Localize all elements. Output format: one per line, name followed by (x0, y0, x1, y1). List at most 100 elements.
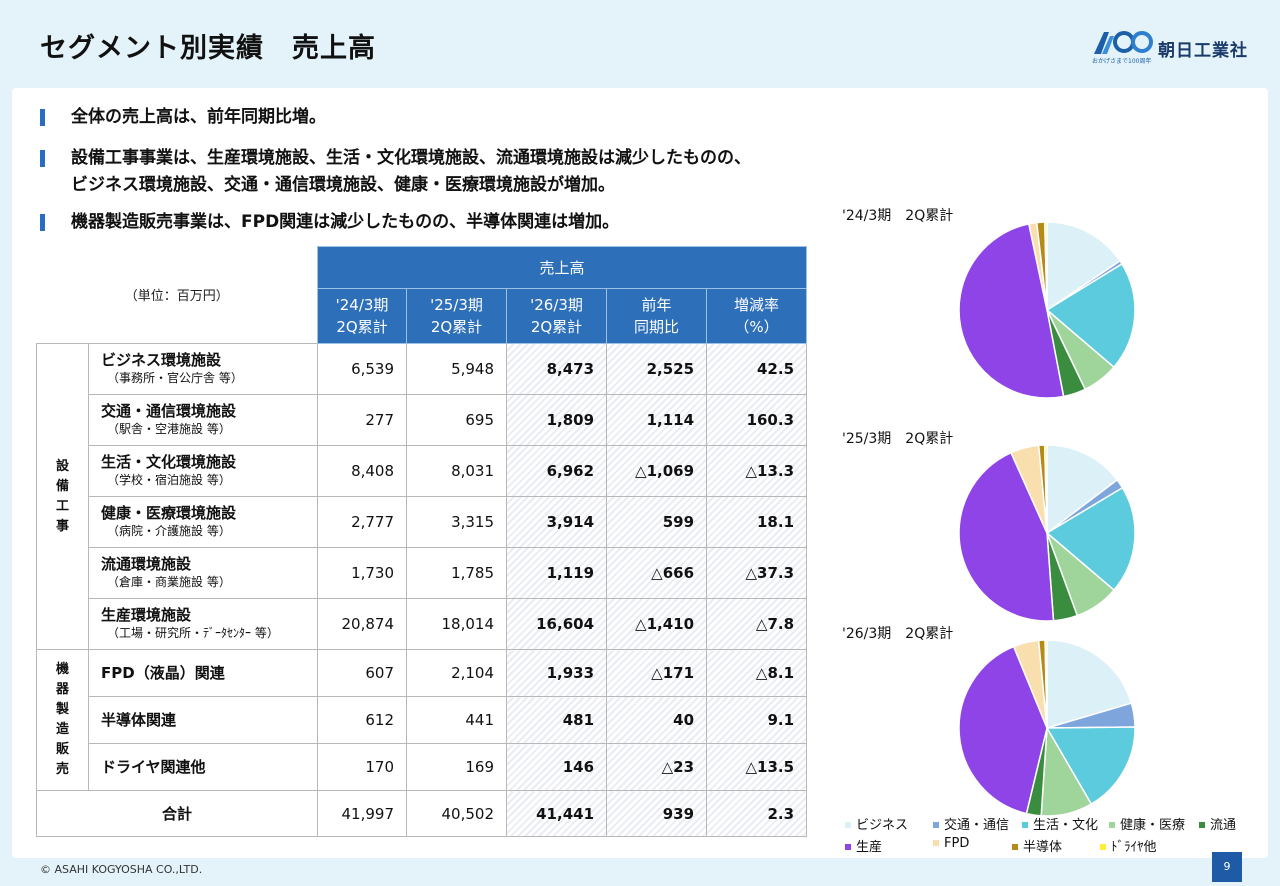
column-header: '26/3期 2Q累計 (506, 288, 608, 344)
pie-slice-8 (1044, 639, 1048, 729)
logo-subtitle: おかげさまで100周年 (1092, 58, 1152, 65)
value-cell: △8.1 (706, 649, 808, 697)
pie-slice-8 (1043, 444, 1048, 534)
column-header-line: '25/3期 (430, 296, 483, 314)
value-cell: 3,315 (406, 496, 508, 548)
segment-name-cell: ビジネス環境施設 （事務所・官公庁舎 等） (87, 343, 319, 395)
value-cell: 1,933 (506, 649, 608, 697)
value-cell: 170 (317, 743, 408, 791)
bullet-text: 全体の売上高は、前年同期比増。 (71, 107, 326, 127)
segment-group-label: 機器製造販売 (36, 649, 89, 791)
pie-title: '24/3期 2Q累計 (842, 208, 954, 224)
segment-name-cell: 健康・医療環境施設 （病院・介護施設 等） (87, 496, 319, 548)
segment-name: 健康・医療環境施設 (101, 504, 237, 522)
legend-swatch (1100, 843, 1106, 850)
bullet-text: 設備工事事業は、生産環境施設、生活・文化環境施設、流通環境施設は減少したものの、 (71, 148, 751, 168)
segment-name: 生活・文化環境施設 (101, 453, 237, 471)
value-cell: 1,785 (406, 547, 508, 599)
column-header-line: 2Q累計 (336, 318, 388, 336)
legend-item: 生活・文化 (1022, 814, 1098, 833)
total-row: 合計 41,997 40,502 41,441 939 2.3 (35, 790, 808, 837)
column-header-line: 増減率 (734, 296, 780, 314)
value-cell: 2,777 (317, 496, 408, 548)
column-header-line: （%） (734, 318, 779, 336)
bullet-marker (40, 150, 45, 167)
legend-swatch (1012, 843, 1018, 850)
total-value-cell: 939 (606, 790, 708, 837)
bullet-marker (40, 109, 45, 126)
pie-slice-0 (1046, 639, 1133, 730)
segment-group-label: 設備工事 (36, 343, 89, 650)
value-cell: 18,014 (406, 598, 508, 650)
table-row: 生活・文化環境施設 （学校・宿泊施設 等） 8,408 8,031 6,962 △1,06… (37, 445, 808, 497)
segment-name-cell: 生産環境施設 （工場・研究所・ﾃﾞｰﾀｾﾝﾀｰ 等） (87, 598, 319, 650)
segment-group-char: 備 (55, 478, 69, 494)
pie-slice-0 (1046, 444, 1119, 535)
legend-label: 流通 (1210, 818, 1237, 833)
pie-slice-2 (1045, 486, 1136, 592)
pie-slice-2 (1045, 726, 1136, 806)
value-cell: 146 (506, 743, 608, 791)
value-cell: 20,874 (317, 598, 408, 650)
segment-name: ドライヤ関連他 (101, 758, 206, 776)
legend-swatch (845, 821, 851, 828)
legend-item: 流通 (1199, 814, 1236, 833)
value-cell: 160.3 (706, 394, 808, 446)
legend-item: ビジネス (845, 814, 908, 833)
pie-slice-5 (958, 645, 1048, 815)
segment-examples: （学校・宿泊施設 等） (107, 473, 231, 487)
legend-item: 交通・通信 (933, 814, 1009, 833)
value-cell: 5,948 (406, 343, 508, 395)
legend-label: 交通・通信 (944, 818, 1010, 833)
legend-label: ﾄﾞﾗｲﾔ他 (1111, 840, 1157, 855)
pie-chart-2026 (958, 639, 1136, 817)
column-header-line: 2Q累計 (530, 318, 583, 336)
legend-label: FPD (944, 836, 970, 851)
value-cell: 277 (317, 394, 408, 446)
value-cell: 16,604 (506, 598, 608, 650)
segment-examples: （駅舎・空港施設 等） (107, 422, 231, 436)
column-header: '25/3期 2Q累計 (406, 288, 508, 344)
segment-name-cell: ドライヤ関連他 (87, 743, 319, 791)
value-cell: 8,031 (406, 445, 508, 497)
value-cell: 6,962 (506, 445, 608, 497)
value-cell: △23 (606, 743, 708, 791)
bullet-marker (40, 214, 45, 231)
segment-group-char: 機 (55, 662, 69, 677)
legend-item: 半導体 (1012, 836, 1062, 855)
segment-name: FPD（液晶）関連 (101, 664, 225, 682)
table-row: 交通・通信環境施設 （駅舎・空港施設 等） 277 695 1,809 1,114 160.… (37, 394, 808, 446)
total-value-cell: 40,502 (406, 790, 508, 837)
table-row: 機器製造販売 FPD（液晶）関連 607 2,104 1,933 △171 △8.1 (36, 649, 808, 791)
legend-label: 生産 (856, 840, 883, 855)
segment-group-char: 事 (55, 518, 69, 534)
page-number: 9 (1212, 852, 1242, 882)
total-value-cell: 2.3 (706, 790, 808, 837)
value-cell: 612 (317, 696, 408, 744)
value-cell: 8,473 (506, 343, 608, 395)
value-cell: 9.1 (706, 696, 808, 744)
value-cell: 695 (406, 394, 508, 446)
legend-swatch (1109, 821, 1115, 828)
unit-label: （単位：百万円） (124, 289, 229, 305)
legend-item: 健康・医療 (1109, 814, 1185, 833)
segment-name-cell: 生活・文化環境施設 （学校・宿泊施設 等） (87, 445, 319, 497)
total-value-cell: 41,441 (506, 790, 608, 837)
group-header: 売上高 (317, 246, 808, 289)
company-logo: おかげさまで100周年 朝日工業社 (1092, 30, 1252, 66)
segment-group-char: 製 (55, 702, 69, 717)
table-row: 健康・医療環境施設 （病院・介護施設 等） 2,777 3,315 3,914 599 18… (37, 496, 808, 548)
value-cell: 1,809 (506, 394, 608, 446)
pie-chart-2025 (958, 444, 1136, 622)
value-cell: △7.8 (706, 598, 808, 650)
bullet-text: 機器製造販売事業は、FPD関連は減少したものの、半導体関連は増加。 (71, 212, 620, 232)
bullet-text: ビジネス環境施設、交通・通信環境施設、健康・医療環境施設が増加。 (71, 175, 615, 195)
legend-label: 健康・医療 (1120, 818, 1186, 833)
pie-slice-0 (1046, 221, 1122, 312)
value-cell: 481 (506, 696, 608, 744)
legend-swatch (845, 843, 851, 850)
value-cell: 1,730 (317, 547, 408, 599)
value-cell: 8,408 (317, 445, 408, 497)
segment-name: 生産環境施設 (101, 606, 192, 624)
segment-name: 交通・通信環境施設 (101, 402, 237, 420)
